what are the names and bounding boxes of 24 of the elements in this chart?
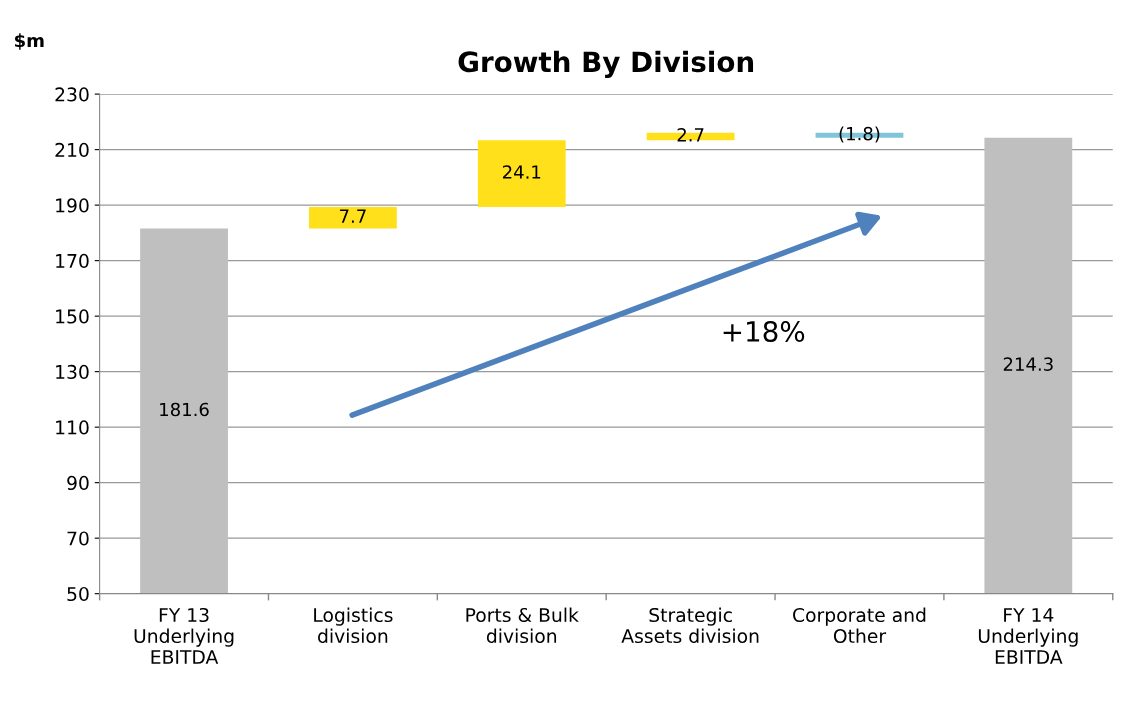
y-tick-label: 90 xyxy=(67,475,89,491)
data-label: (1.8) xyxy=(839,126,880,143)
y-tick-label: 210 xyxy=(55,142,89,158)
x-tick-label: Logistics division xyxy=(314,607,393,644)
x-tick-label: FY 13 Underlying EBITDA xyxy=(134,607,234,664)
y-tick-label: 110 xyxy=(56,420,89,435)
chart-title: Growth By Division xyxy=(458,50,754,78)
y-tick-label: 70 xyxy=(67,531,89,546)
annotation: +18% xyxy=(723,320,805,342)
data-label: 7.7 xyxy=(340,209,366,223)
y-tick-label: 230 xyxy=(55,87,89,102)
x-tick-label: Ports & Bulk division xyxy=(466,607,579,644)
y-tick-label: 190 xyxy=(56,198,89,213)
data-label: 214.3 xyxy=(1003,357,1053,371)
x-tick-label: Corporate and Other xyxy=(793,607,926,644)
data-label: 181.6 xyxy=(160,402,209,417)
y-axis-title: $m xyxy=(14,33,44,50)
data-label: 24.1 xyxy=(502,165,541,179)
y-tick-label: 170 xyxy=(56,253,89,269)
y-tick-label: 130 xyxy=(56,364,89,380)
x-tick-label: Strategic Assets division xyxy=(621,607,759,644)
x-tick-label: FY 14 Underlying EBITDA xyxy=(978,608,1078,664)
y-tick-label: 50 xyxy=(67,586,89,602)
y-tick-label: 150 xyxy=(56,309,89,324)
